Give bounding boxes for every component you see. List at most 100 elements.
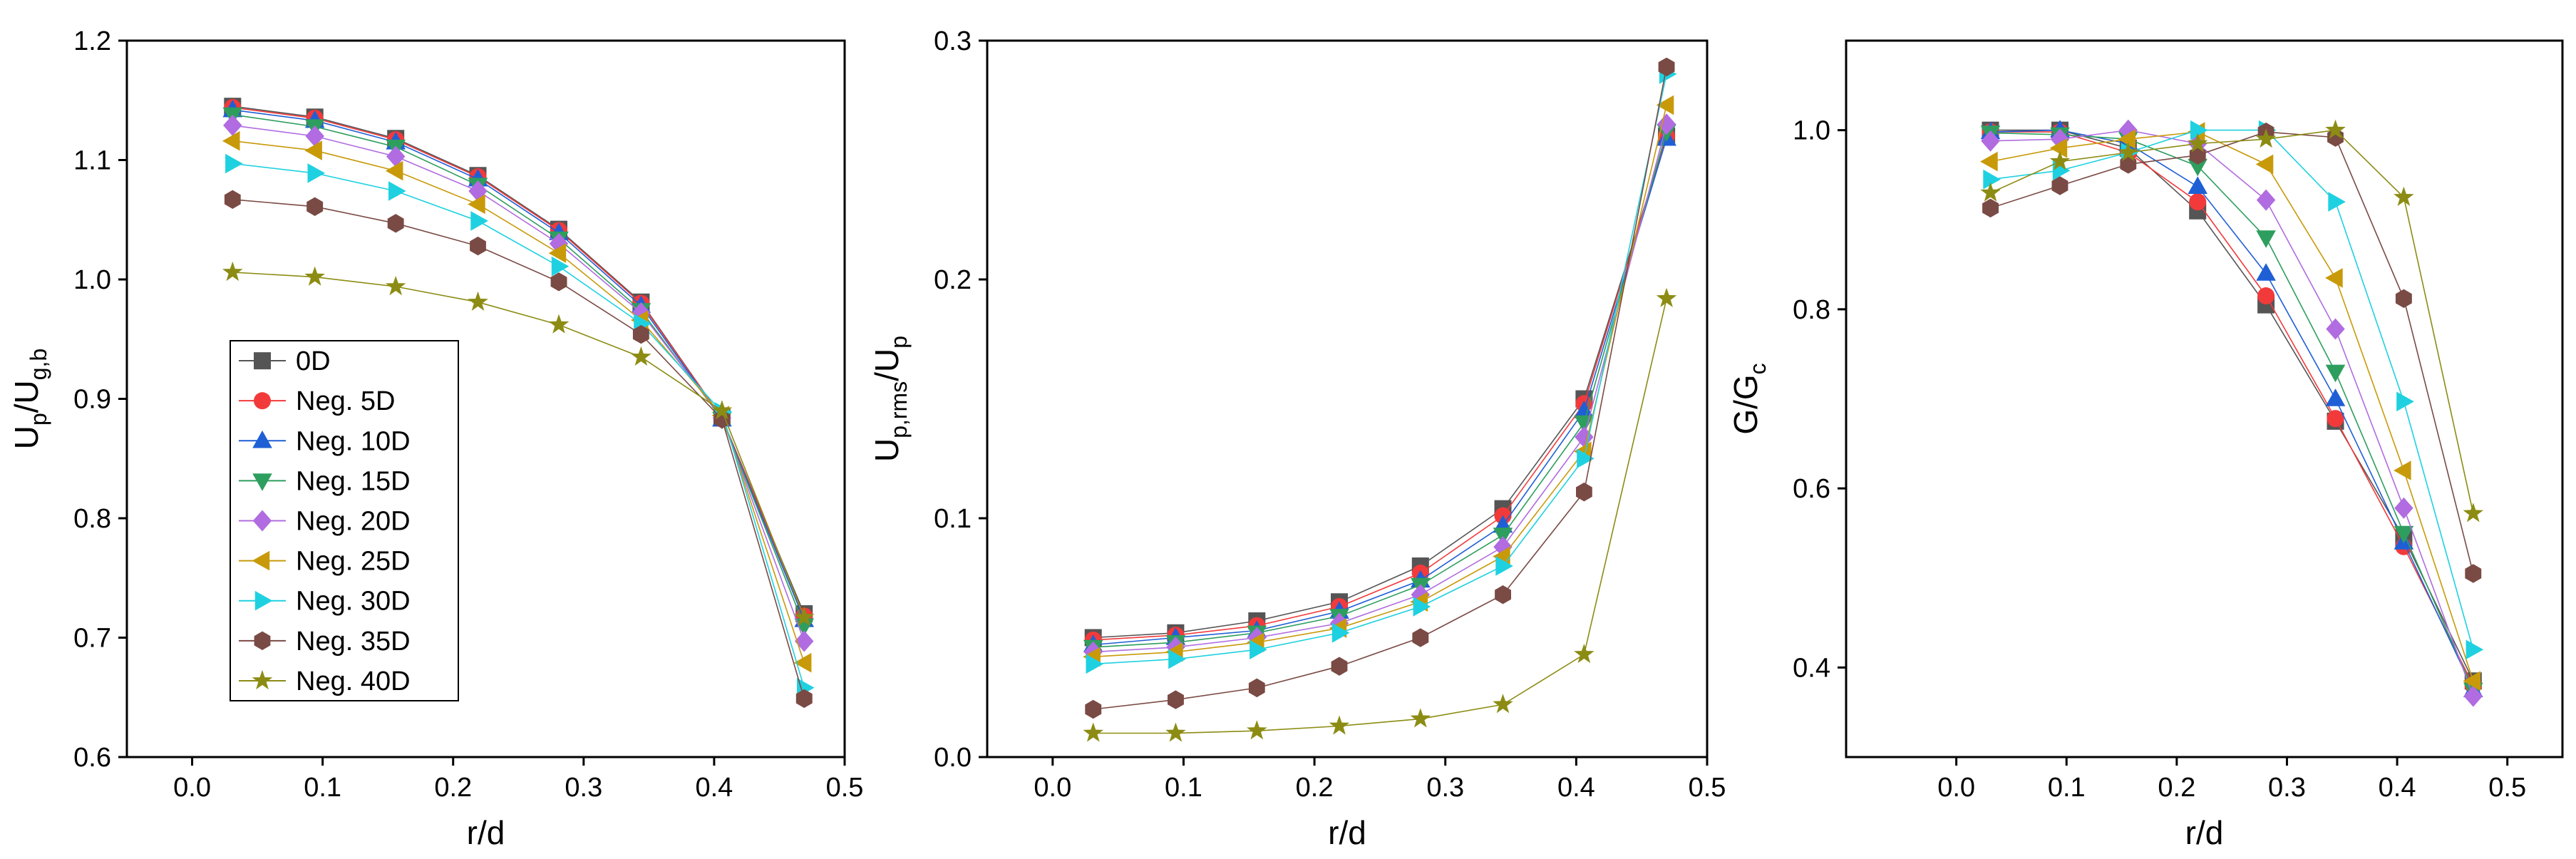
data-point — [1657, 113, 1676, 135]
data-point — [2050, 128, 2070, 150]
middle-chart-panel: 0.0 0.1 0.2 0.3 0.4 0.5 0.0 0.1 0.2 0.3 r/d Up,rms/… — [868, 26, 1726, 851]
data-point — [2256, 189, 2276, 211]
x-tick-label: 0.0 — [173, 773, 211, 803]
data-point — [2118, 142, 2139, 162]
x-tick-label: 0.4 — [1557, 773, 1595, 803]
data-point — [1658, 57, 1675, 77]
data-point — [225, 153, 243, 174]
data-point — [1412, 628, 1429, 647]
data-point — [1331, 657, 1348, 676]
data-point — [222, 130, 240, 151]
x-tick-label: 0.0 — [1034, 773, 1071, 803]
data-point — [2255, 154, 2274, 175]
y-axis-label-sub2: g,b — [26, 349, 51, 380]
legend-label: Neg. 5D — [296, 386, 395, 416]
data-point — [1331, 623, 1350, 643]
legend-entry: Neg. 30D — [239, 587, 411, 617]
data-point — [1247, 720, 1267, 740]
series-line — [1093, 123, 1667, 653]
legend-label: 0D — [296, 346, 331, 376]
y-tick-label: 1.2 — [73, 26, 111, 56]
x-tick-label: 0.2 — [434, 773, 472, 803]
x-tick-label: 0.4 — [2379, 773, 2416, 803]
data-point — [1329, 715, 1350, 735]
x-axis-label: r/d — [2185, 814, 2224, 851]
data-point — [2256, 230, 2276, 248]
data-point — [795, 689, 813, 709]
data-point — [1493, 536, 1513, 558]
data-point — [1250, 639, 1267, 659]
data-point — [2327, 410, 2344, 428]
data-point — [1493, 694, 1513, 714]
y-tick-label: 0.2 — [934, 265, 972, 295]
y-axis-label-mid: /U — [8, 380, 45, 413]
data-point — [1168, 649, 1186, 669]
data-point — [1083, 722, 1103, 742]
x-tick-label: 0.0 — [1937, 773, 1975, 803]
series-neg-25d — [1980, 122, 2480, 691]
data-point — [304, 266, 325, 286]
data-point — [224, 190, 241, 209]
legend-label: Neg. 35D — [296, 627, 411, 657]
data-point — [2394, 497, 2413, 519]
data-point — [1982, 198, 1999, 218]
data-point — [2325, 268, 2343, 288]
data-point — [304, 140, 322, 160]
series-line — [1093, 135, 1667, 639]
series-neg-15d — [1980, 125, 2483, 701]
data-point — [2466, 639, 2484, 659]
legend-entry: Neg. 20D — [239, 507, 411, 537]
series-line — [1990, 131, 2474, 681]
data-point — [1495, 556, 1513, 576]
data-point — [551, 256, 570, 277]
legend-label: Neg. 30D — [296, 587, 411, 617]
data-point — [2255, 128, 2277, 148]
data-point — [548, 243, 567, 263]
legend-marker — [254, 352, 271, 370]
data-point — [387, 214, 404, 233]
plot-frame — [986, 39, 1709, 758]
data-point — [306, 197, 324, 216]
y-tick-label: 0.6 — [73, 743, 111, 773]
x-axis-label: r/d — [1328, 814, 1366, 851]
data-point — [386, 145, 406, 168]
data-point — [1576, 482, 1592, 502]
legend-marker — [252, 510, 272, 532]
series-line — [1990, 129, 2474, 514]
data-point — [2463, 685, 2483, 707]
data-point — [1165, 722, 1186, 742]
data-point — [795, 630, 814, 652]
y-tick-label: 0.9 — [73, 385, 111, 415]
data-point — [388, 181, 406, 201]
legend-entry: Neg. 35D — [239, 627, 411, 657]
series-line — [1093, 298, 1667, 734]
legend-label: Neg. 20D — [296, 507, 411, 537]
data-point — [2190, 120, 2208, 140]
series-neg-10d — [1083, 128, 1676, 652]
legend-marker — [254, 392, 271, 410]
plot-frame — [1845, 39, 2564, 758]
series-neg-40d — [1980, 119, 2483, 523]
data-point — [1574, 400, 1594, 418]
data-point — [2394, 525, 2414, 544]
y-tick-label: 0.3 — [934, 26, 972, 56]
x-axis-label: r/d — [467, 814, 505, 851]
x-tick-label: 0.3 — [1426, 773, 1464, 803]
y-tick-label: 1.0 — [1793, 116, 1830, 146]
legend-marker — [254, 631, 271, 650]
data-point — [222, 261, 243, 282]
data-point — [1248, 678, 1265, 698]
y-axis-label-sub: p,rms — [886, 381, 912, 438]
x-tick-label: 0.1 — [1165, 773, 1202, 803]
y-tick-label: 0.8 — [1793, 295, 1830, 325]
legend-entry: Neg. 10D — [239, 426, 411, 456]
data-point — [550, 272, 567, 292]
data-point — [1577, 448, 1594, 468]
y-tick-label: 0.7 — [73, 624, 111, 654]
y-tick-label: 0.4 — [1793, 653, 1830, 683]
x-tick-label: 0.2 — [2158, 773, 2195, 803]
data-point — [2396, 391, 2414, 412]
data-point — [2395, 289, 2412, 308]
data-point — [2188, 176, 2207, 194]
